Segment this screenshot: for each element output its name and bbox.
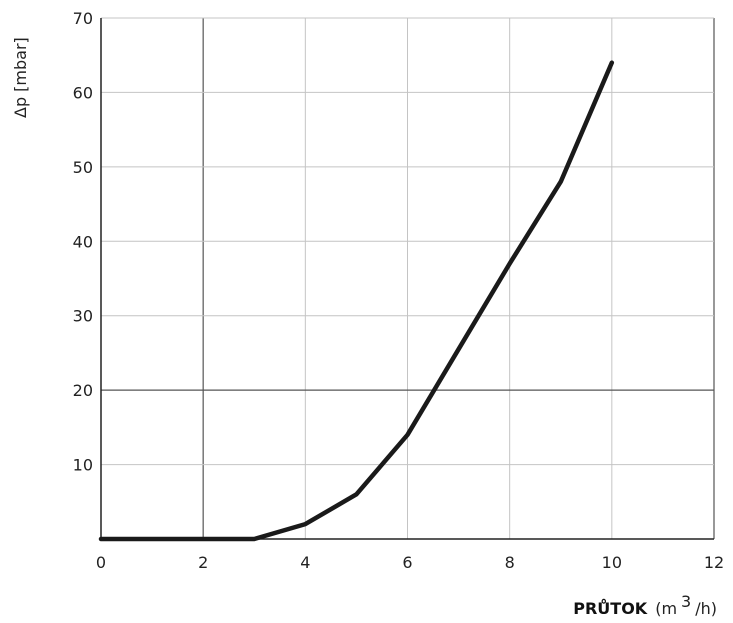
x-tick-label-8: 8	[505, 553, 515, 572]
y-tick-label-70: 70	[73, 9, 93, 28]
y-tick-label-30: 30	[73, 307, 93, 326]
x-tick-label-4: 4	[300, 553, 310, 572]
x-tick-label-10: 10	[602, 553, 622, 572]
y-tick-label-50: 50	[73, 158, 93, 177]
x-tick-labels: 0 2 4 6 8 10 12	[96, 553, 724, 572]
x-tick-label-6: 6	[402, 553, 412, 572]
x-tick-label-2: 2	[198, 553, 208, 572]
grid	[101, 17, 715, 539]
x-axis-label-bold: PRŮTOK	[573, 599, 648, 618]
x-axis-label-unit-sup: 3	[681, 592, 691, 611]
series-line-0	[98, 60, 615, 542]
series-group	[98, 60, 615, 542]
x-axis-label: PRŮTOK (m 3 /h)	[573, 592, 717, 618]
y-tick-label-20: 20	[73, 381, 93, 400]
y-tick-labels: 10 20 30 40 50 60 70	[73, 9, 93, 475]
x-axis-label-unit-close: /h)	[695, 599, 717, 618]
y-axis-label: Δp [mbar]	[11, 37, 30, 118]
x-axis-label-unit-open: (m	[655, 599, 677, 618]
x-tick-label-12: 12	[704, 553, 724, 572]
x-tick-label-0: 0	[96, 553, 106, 572]
y-tick-label-10: 10	[73, 456, 93, 475]
y-tick-label-60: 60	[73, 83, 93, 102]
y-tick-label-40: 40	[73, 232, 93, 251]
